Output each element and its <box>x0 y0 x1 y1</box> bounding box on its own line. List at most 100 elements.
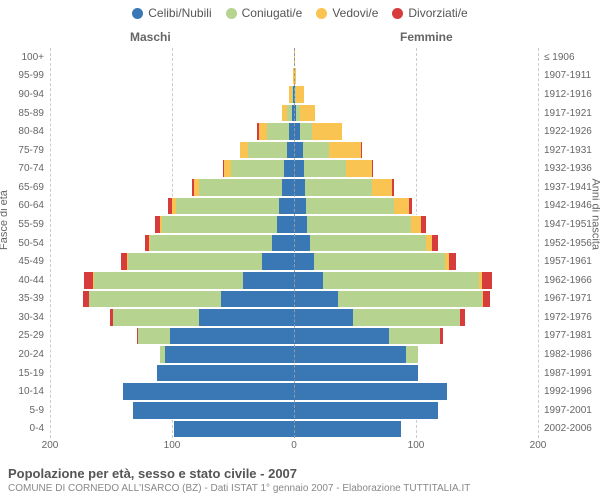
bar-segment-divorced <box>392 178 394 197</box>
male-half <box>50 67 294 86</box>
female-half <box>294 159 538 178</box>
male-half <box>50 401 294 420</box>
bar-segment-single <box>157 364 294 383</box>
bar-segment-single <box>279 197 294 216</box>
pyramid-row <box>50 141 538 160</box>
male-half <box>50 178 294 197</box>
bar-segment-single <box>294 234 310 253</box>
bar-segment-married <box>89 290 221 309</box>
female-half <box>294 48 538 67</box>
chart-title: Popolazione per età, sesso e stato civil… <box>8 466 592 481</box>
bar-segment-divorced <box>460 308 465 327</box>
bar-segment-married <box>300 122 312 141</box>
female-half <box>294 345 538 364</box>
bar-segment-divorced <box>84 271 93 290</box>
age-tick: 0-4 <box>0 420 48 439</box>
legend-swatch <box>316 8 327 19</box>
age-tick: 50-54 <box>0 234 48 253</box>
male-half <box>50 345 294 364</box>
age-tick: 10-14 <box>0 382 48 401</box>
bar-segment-divorced <box>440 327 442 346</box>
bar-segment-single <box>243 271 294 290</box>
pyramid-row <box>50 215 538 234</box>
bar-segment-divorced <box>409 197 413 216</box>
bar-segment-single <box>294 308 353 327</box>
bar-segment-married <box>138 327 170 346</box>
birth-tick: 1907-1911 <box>540 67 600 86</box>
birth-tick: 1977-1981 <box>540 327 600 346</box>
legend: Celibi/NubiliConiugati/eVedovi/eDivorzia… <box>0 6 600 20</box>
female-half <box>294 401 538 420</box>
male-half <box>50 141 294 160</box>
age-tick: 20-24 <box>0 345 48 364</box>
bar-segment-single <box>294 290 338 309</box>
bar-segment-married <box>231 159 285 178</box>
birth-tick: 1937-1941 <box>540 178 600 197</box>
birth-tick: 1967-1971 <box>540 290 600 309</box>
bar-segment-single <box>221 290 294 309</box>
bar-segment-single <box>294 420 401 439</box>
birth-tick: 1992-1996 <box>540 382 600 401</box>
birth-tick: 1912-1916 <box>540 85 600 104</box>
legend-swatch <box>226 8 237 19</box>
bar-segment-divorced <box>449 252 456 271</box>
male-half <box>50 271 294 290</box>
bar-segment-single <box>170 327 294 346</box>
bar-segment-widowed <box>296 85 303 104</box>
male-half <box>50 122 294 141</box>
bar-segment-divorced <box>361 141 362 160</box>
birth-tick: 1972-1976 <box>540 308 600 327</box>
bar-segment-widowed <box>259 122 268 141</box>
x-axis: 2001000100200 <box>50 440 538 458</box>
bar-segment-single <box>272 234 294 253</box>
male-half <box>50 420 294 439</box>
female-half <box>294 271 538 290</box>
bar-segment-married <box>307 215 411 234</box>
bar-segment-widowed <box>372 178 392 197</box>
y-axis-birth: ≤ 19061907-19111912-19161917-19211922-19… <box>540 48 600 438</box>
age-tick: 25-29 <box>0 327 48 346</box>
legend-label: Divorziati/e <box>408 6 467 20</box>
birth-tick: 1962-1966 <box>540 271 600 290</box>
male-half <box>50 104 294 123</box>
male-title: Maschi <box>130 30 171 44</box>
age-tick: 70-74 <box>0 159 48 178</box>
birth-tick: 1997-2001 <box>540 401 600 420</box>
legend-swatch <box>392 8 403 19</box>
female-half <box>294 67 538 86</box>
pyramid-row <box>50 327 538 346</box>
age-tick: 90-94 <box>0 85 48 104</box>
x-tick: 0 <box>291 440 297 451</box>
age-tick: 65-69 <box>0 178 48 197</box>
female-half <box>294 141 538 160</box>
bar-segment-single <box>165 345 294 364</box>
female-half <box>294 364 538 383</box>
bar-segment-married <box>314 252 446 271</box>
age-tick: 60-64 <box>0 197 48 216</box>
bar-segment-widowed <box>300 104 315 123</box>
male-half <box>50 197 294 216</box>
birth-tick: 1942-1946 <box>540 197 600 216</box>
age-tick: 80-84 <box>0 122 48 141</box>
x-tick: 200 <box>530 440 547 451</box>
bar-segment-single <box>199 308 294 327</box>
age-tick: 15-19 <box>0 364 48 383</box>
female-half <box>294 290 538 309</box>
pyramid-row <box>50 252 538 271</box>
bar-segment-single <box>294 382 447 401</box>
birth-tick: 1917-1921 <box>540 104 600 123</box>
bar-segment-single <box>282 178 294 197</box>
female-half <box>294 234 538 253</box>
pyramid-row <box>50 67 538 86</box>
legend-label: Celibi/Nubili <box>148 6 211 20</box>
female-title: Femmine <box>400 30 453 44</box>
male-half <box>50 290 294 309</box>
male-half <box>50 308 294 327</box>
male-half <box>50 159 294 178</box>
bar-segment-single <box>294 364 418 383</box>
birth-tick: 1932-1936 <box>540 159 600 178</box>
age-tick: 95-99 <box>0 67 48 86</box>
bar-segment-married <box>162 215 277 234</box>
male-half <box>50 327 294 346</box>
female-half <box>294 308 538 327</box>
